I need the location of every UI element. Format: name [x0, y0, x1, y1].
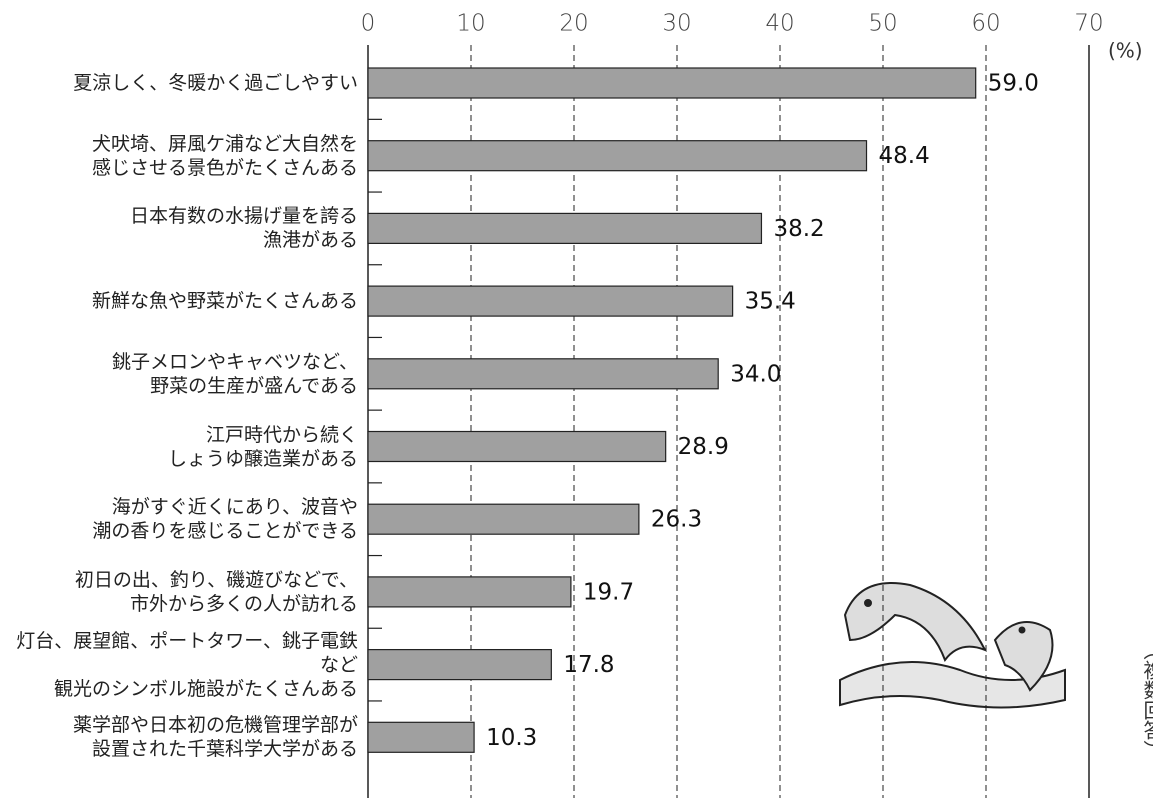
- bar: [367, 212, 763, 244]
- note: （複数回答）: [1140, 640, 1153, 760]
- bar: [367, 503, 640, 535]
- bar: [367, 140, 868, 172]
- category-label: 薬学部や日本初の危機管理学部が 設置された千葉科学大学がある: [72, 714, 358, 761]
- category-label: 海がすぐ近くにあり、波音や 潮の香りを感じることができる: [92, 496, 358, 543]
- bar: [367, 358, 719, 390]
- value-label: 19.7: [583, 579, 634, 605]
- category-label: 犬吠埼、屏風ケ浦など大自然を 感じさせる景色がたくさんある: [91, 132, 358, 179]
- x-tick-label: 40: [765, 11, 794, 37]
- value-label: 26.3: [651, 507, 702, 533]
- value-label: 59.0: [988, 71, 1039, 97]
- category-label: 銚子メロンやキャベツなど、 野菜の生産が盛んである: [111, 350, 358, 397]
- x-tick-label: 30: [662, 11, 691, 37]
- x-tick-label: 20: [559, 11, 588, 37]
- bar: [367, 648, 552, 681]
- x-tick-label: 70: [1074, 11, 1103, 37]
- value-label: 34.0: [730, 361, 781, 387]
- category-label: 江戸時代から続く しょうゆ醸造業がある: [167, 423, 358, 470]
- category-label: 新鮮な魚や野菜がたくさんある: [91, 290, 358, 313]
- illustration: [839, 582, 1066, 709]
- category-label: 夏涼しく、冬暖かく過ごしやすい: [73, 72, 358, 94]
- category-label: 日本有数の水揚げ量を誇る 漁港がある: [129, 205, 358, 252]
- bar: [367, 430, 667, 463]
- value-label: 28.9: [678, 434, 729, 460]
- value-label: 17.8: [563, 652, 614, 678]
- bar: [367, 67, 977, 99]
- bar: [367, 721, 475, 753]
- value-label: 35.4: [745, 289, 796, 315]
- value-label: 48.4: [879, 143, 930, 169]
- bar: [367, 285, 734, 317]
- value-label: 38.2: [773, 216, 824, 242]
- x-tick-label: 0: [361, 11, 376, 37]
- x-tick-label: 10: [456, 11, 485, 37]
- value-label: 10.3: [486, 725, 537, 751]
- x-tick-label: 50: [868, 11, 897, 37]
- x-unit: (%): [1108, 39, 1143, 63]
- x-tick-label: 60: [971, 11, 1000, 37]
- category-label: 初日の出、釣り、磯遊びなどで、 市外から多くの人が訪れる: [74, 568, 358, 615]
- bar: [367, 576, 572, 608]
- category-label: 灯台、展望館、ポートタワー、銚子電鉄など 観光のシンボル施設がたくさんある: [16, 629, 358, 700]
